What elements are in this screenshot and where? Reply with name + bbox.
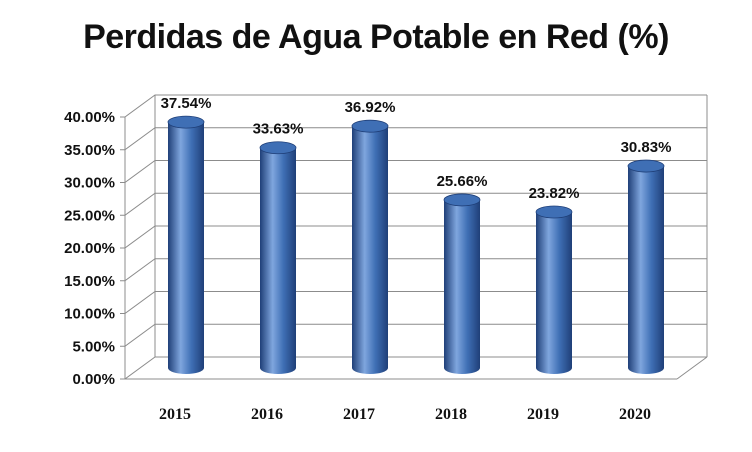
data-label: 30.83% xyxy=(621,139,672,156)
bar-body xyxy=(444,199,480,374)
data-label: 33.63% xyxy=(253,121,304,138)
floor-right-edge xyxy=(676,356,708,380)
bar-body xyxy=(352,126,388,374)
bar-top xyxy=(443,193,481,207)
y-tick-label: 30.00% xyxy=(64,175,115,192)
bar-body xyxy=(536,211,572,374)
gridline xyxy=(124,127,707,151)
gridline xyxy=(124,258,707,282)
bar-body xyxy=(168,122,204,374)
bar-top xyxy=(627,159,665,173)
gridline xyxy=(124,356,707,380)
gridline xyxy=(124,192,707,216)
bar xyxy=(351,119,389,374)
x-tick-label: 2016 xyxy=(251,406,283,423)
labels: 0.00% 5.00% 10.00% 15.00% 20.00% 25.00% 30.00%… xyxy=(64,95,671,423)
data-label: 37.54% xyxy=(161,95,212,112)
gridline xyxy=(124,225,707,249)
gridline xyxy=(124,291,707,314)
y-tick-label: 10.00% xyxy=(64,306,115,323)
bar-top xyxy=(351,119,389,133)
y-tick-label: 15.00% xyxy=(64,273,115,290)
bars xyxy=(167,115,665,374)
gridline xyxy=(124,160,707,183)
gridline xyxy=(124,94,707,118)
data-label: 23.82% xyxy=(529,185,580,202)
y-tick-label: 0.00% xyxy=(72,371,115,388)
bar xyxy=(167,115,205,374)
bar xyxy=(535,205,573,374)
bar-body xyxy=(628,166,664,374)
bar-top xyxy=(259,141,297,155)
x-tick-label: 2018 xyxy=(435,406,467,423)
bar-top xyxy=(535,205,573,219)
y-tick-label: 40.00% xyxy=(64,109,115,126)
y-tick-label: 25.00% xyxy=(64,207,115,224)
y-tick-label: 5.00% xyxy=(72,338,115,355)
gridline xyxy=(124,323,707,347)
bar xyxy=(259,141,297,374)
data-label: 25.66% xyxy=(437,173,488,190)
x-tick-label: 2020 xyxy=(619,406,651,423)
y-tick-label: 20.00% xyxy=(64,240,115,257)
grid xyxy=(120,94,708,380)
x-tick-label: 2015 xyxy=(159,406,191,423)
bar-body xyxy=(260,147,296,374)
chart-title: Perdidas de Agua Potable en Red (%) xyxy=(83,18,669,56)
bar xyxy=(627,159,665,374)
x-tick-label: 2017 xyxy=(343,406,375,423)
y-tick-label: 35.00% xyxy=(64,142,115,159)
x-tick-label: 2019 xyxy=(527,406,559,423)
bar xyxy=(443,193,481,374)
data-label: 36.92% xyxy=(345,99,396,116)
bar-top xyxy=(167,115,205,129)
